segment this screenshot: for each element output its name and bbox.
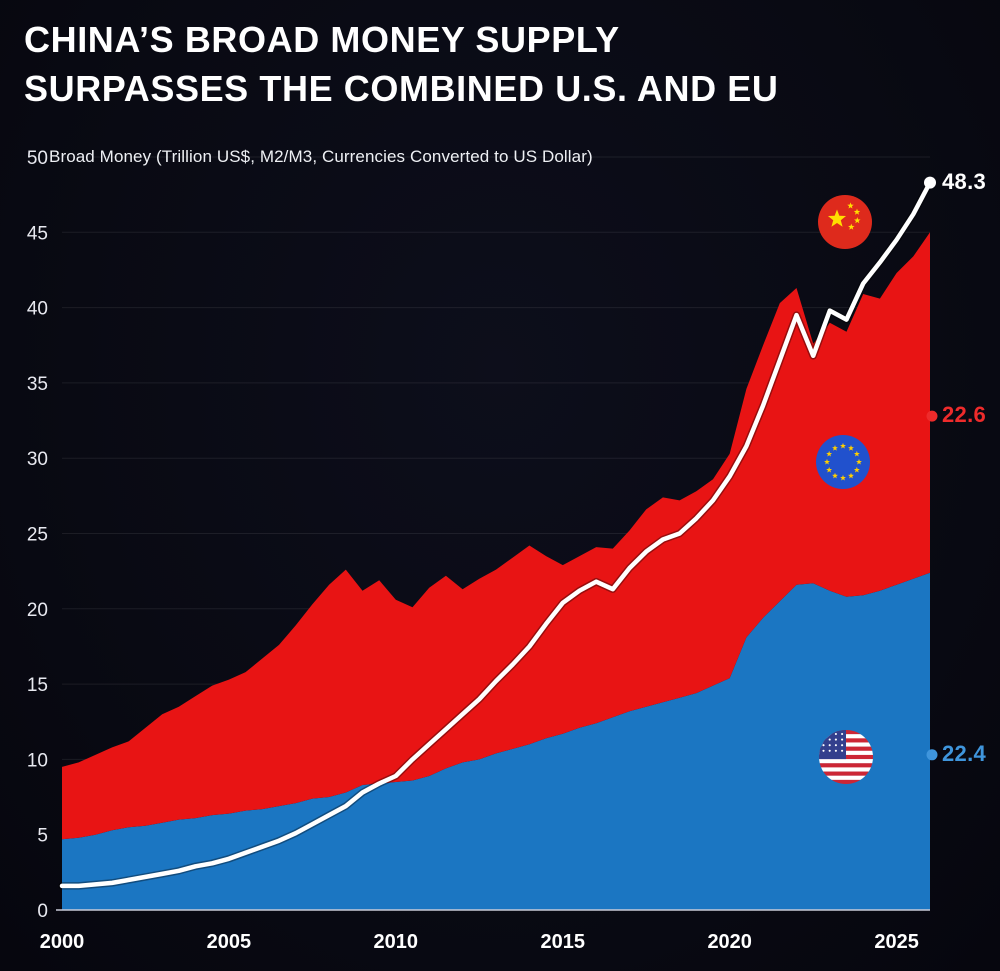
x-tick-label: 2025 bbox=[874, 931, 919, 953]
eu-area bbox=[62, 232, 930, 840]
us-value-label: 22.4 bbox=[942, 740, 987, 766]
eu-value-label: 22.6 bbox=[942, 402, 987, 428]
y-tick-label: 5 bbox=[37, 826, 48, 847]
us-area bbox=[62, 572, 930, 910]
y-tick-label: 20 bbox=[27, 600, 48, 621]
x-tick-label: 2000 bbox=[40, 931, 85, 953]
title-line-2: SURPASSES THE COMBINED U.S. AND EU bbox=[24, 67, 779, 109]
y-tick-label: 35 bbox=[27, 374, 48, 395]
y-tick-label: 45 bbox=[27, 223, 48, 244]
y-tick-label: 10 bbox=[27, 750, 48, 771]
y-tick-label: 50 bbox=[27, 148, 48, 169]
y-tick-label: 0 bbox=[37, 901, 48, 922]
y-tick-label: 25 bbox=[27, 525, 48, 546]
y-tick-label: 30 bbox=[27, 449, 48, 470]
title-line-1: CHINA’S BROAD MONEY SUPPLY bbox=[24, 19, 620, 60]
x-tick-label: 2010 bbox=[374, 931, 419, 953]
x-tick-label: 2005 bbox=[207, 931, 252, 953]
us-flag-icon bbox=[819, 730, 873, 784]
x-tick-label: 2015 bbox=[541, 931, 586, 953]
eu-flag-icon bbox=[816, 435, 870, 489]
us-end-dot bbox=[926, 749, 938, 761]
x-tick-label: 2020 bbox=[707, 931, 752, 953]
chart-title: CHINA’S BROAD MONEY SUPPLY SURPASSES THE… bbox=[24, 16, 778, 114]
y-tick-label: 15 bbox=[27, 675, 48, 696]
china-flag-icon bbox=[818, 195, 872, 249]
y-tick-labels: 0 5 10 15 20 25 30 35 40 45 50 bbox=[27, 148, 48, 922]
eu-end-dot bbox=[926, 410, 938, 422]
y-tick-label: 40 bbox=[27, 299, 48, 320]
china-value-label: 48.3 bbox=[942, 168, 987, 194]
chart-subtitle: Broad Money (Trillion US$, M2/M3, Curren… bbox=[49, 147, 593, 166]
china-line bbox=[59, 180, 933, 889]
china-end-dot bbox=[924, 176, 936, 189]
x-tick-labels: 2000 2005 2010 2015 2020 2025 bbox=[40, 931, 919, 953]
